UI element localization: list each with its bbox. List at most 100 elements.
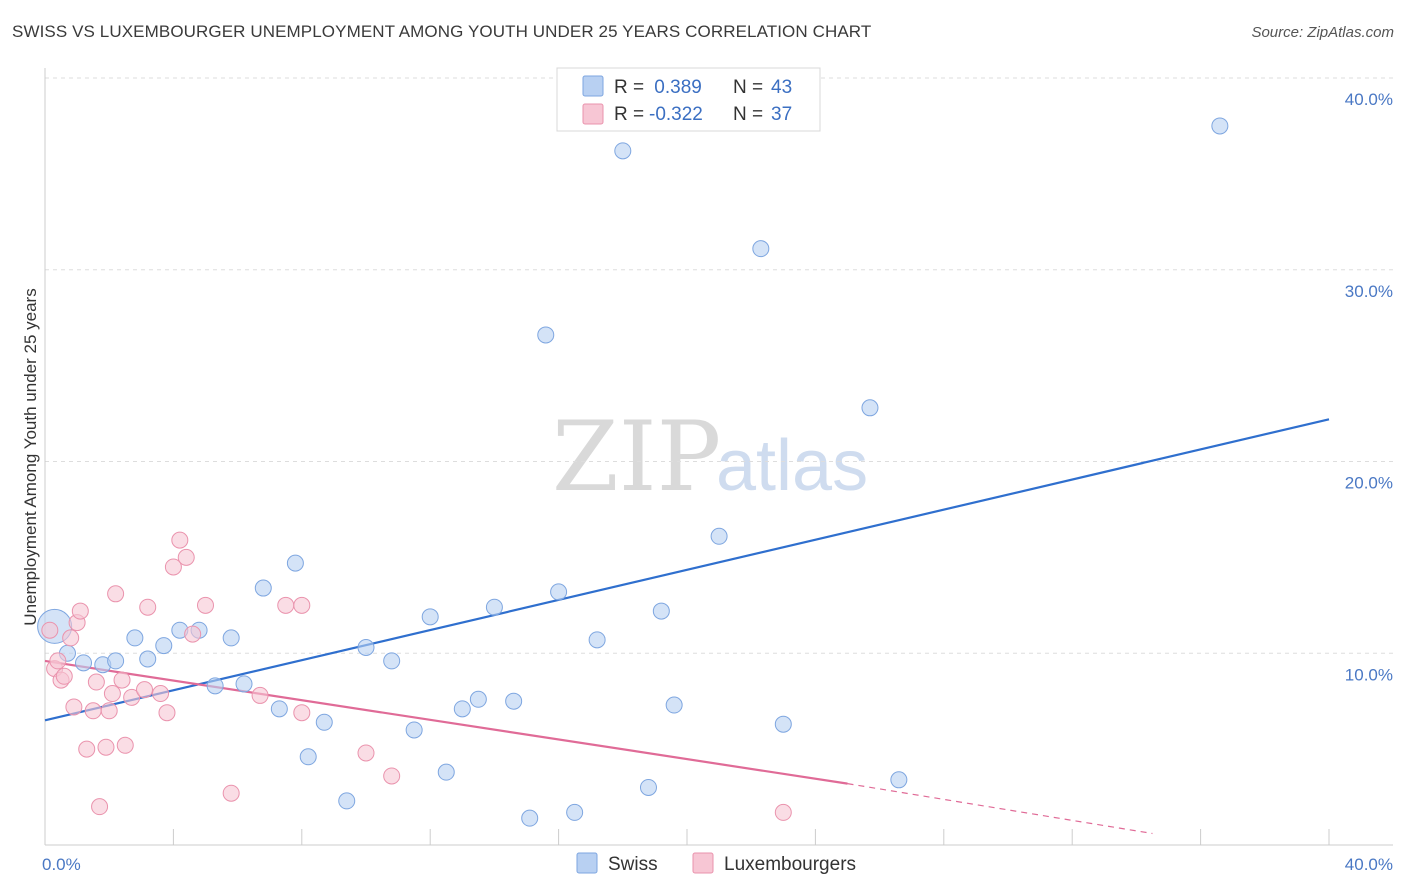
point-swiss-19 xyxy=(357,638,375,656)
bottom-legend-swatch-lux xyxy=(692,852,714,874)
legend-r-value-swiss: 0.389 xyxy=(649,77,702,98)
y-tick-label-30: 30.0% xyxy=(1345,282,1393,301)
point-lux-20 xyxy=(136,681,154,699)
point-lux-24 xyxy=(164,558,182,576)
point-lux-9 xyxy=(78,740,96,758)
point-swiss-24 xyxy=(453,700,471,718)
point-swiss-20 xyxy=(383,652,401,670)
point-swiss-12 xyxy=(235,675,253,693)
legend-n-value-lux: 37 xyxy=(771,104,792,125)
trend-layer xyxy=(44,418,1330,835)
point-lux-28 xyxy=(197,596,214,614)
point-swiss-11 xyxy=(222,629,240,647)
point-lux-21 xyxy=(139,598,157,616)
y-tick-label-40: 40.0% xyxy=(1345,90,1393,109)
legend-n-label-lux: N = xyxy=(733,104,763,125)
point-swiss-23 xyxy=(437,763,455,781)
point-swiss-30 xyxy=(550,583,568,601)
x-tick-label-max: 40.0% xyxy=(1345,855,1393,874)
y-tick-label-10: 10.0% xyxy=(1345,665,1393,684)
bottom-legend-swatch-swiss xyxy=(576,852,598,874)
point-lux-27 xyxy=(184,625,202,643)
point-lux-25 xyxy=(171,531,189,549)
point-swiss-10 xyxy=(206,677,224,695)
point-lux-35 xyxy=(383,767,401,785)
point-swiss-38 xyxy=(752,240,770,258)
y-axis-label: Unemployment Among Youth under 25 years xyxy=(21,288,40,625)
point-lux-13 xyxy=(97,738,115,756)
point-lux-17 xyxy=(113,671,131,689)
watermark-atlas: atlas xyxy=(716,426,868,506)
point-lux-30 xyxy=(251,686,269,704)
x-tick-label-min: 0.0% xyxy=(42,855,81,874)
trendline-extension-lux xyxy=(847,783,1153,835)
point-lux-4 xyxy=(55,667,73,685)
point-swiss-2 xyxy=(75,654,93,672)
chart-title: SWISS VS LUXEMBOURGER UNEMPLOYMENT AMONG… xyxy=(12,22,872,41)
point-swiss-16 xyxy=(299,748,317,766)
point-lux-33 xyxy=(293,704,311,722)
point-lux-19 xyxy=(123,688,141,706)
point-lux-10 xyxy=(84,702,102,720)
point-swiss-26 xyxy=(485,598,503,616)
point-lux-11 xyxy=(87,673,105,691)
watermark-zip: ZIP xyxy=(552,401,721,513)
point-swiss-34 xyxy=(639,778,657,796)
point-lux-0 xyxy=(41,621,59,639)
point-swiss-29 xyxy=(537,326,555,344)
axis-layer: 10.0% 20.0% 30.0% 40.0% 0.0% 40.0% xyxy=(42,68,1393,874)
point-lux-15 xyxy=(103,685,121,703)
point-swiss-42 xyxy=(1211,117,1229,135)
point-swiss-35 xyxy=(652,602,670,620)
point-swiss-33 xyxy=(614,142,632,160)
point-swiss-40 xyxy=(861,399,879,417)
point-lux-22 xyxy=(152,685,170,703)
point-lux-26 xyxy=(177,548,195,566)
point-lux-31 xyxy=(277,596,295,614)
point-lux-6 xyxy=(65,698,83,716)
point-swiss-36 xyxy=(665,696,683,714)
point-swiss-32 xyxy=(588,631,606,649)
bottom-legend-label-lux: Luxembourgers xyxy=(724,854,856,875)
point-swiss-21 xyxy=(405,721,423,739)
point-lux-34 xyxy=(357,744,375,762)
point-swiss-18 xyxy=(338,792,356,810)
point-lux-2 xyxy=(49,652,67,670)
point-swiss-31 xyxy=(566,803,584,821)
legend-swatch-swiss xyxy=(582,75,604,97)
point-lux-29 xyxy=(222,784,240,802)
point-swiss-39 xyxy=(774,715,792,733)
point-lux-8 xyxy=(71,602,89,620)
point-lux-23 xyxy=(158,704,176,722)
point-swiss-4 xyxy=(107,652,125,670)
legend-n-value-swiss: 43 xyxy=(771,77,792,98)
point-swiss-28 xyxy=(521,809,539,827)
point-layer xyxy=(37,117,1229,827)
point-swiss-5 xyxy=(126,629,144,647)
legend-r-label-swiss: R = xyxy=(614,77,644,98)
bottom-legend: Swiss Luxembourgers xyxy=(576,852,856,875)
trendline-swiss xyxy=(44,418,1330,722)
point-lux-12 xyxy=(91,798,109,816)
point-lux-16 xyxy=(107,585,125,603)
point-swiss-41 xyxy=(890,771,908,789)
legend-box: R = 0.389 N = 43 R = -0.322 N = 37 xyxy=(556,67,821,132)
point-swiss-7 xyxy=(155,637,173,655)
point-swiss-17 xyxy=(315,713,333,731)
point-swiss-13 xyxy=(254,579,272,597)
point-lux-5 xyxy=(62,629,80,647)
point-lux-18 xyxy=(116,736,134,754)
point-swiss-37 xyxy=(710,527,728,545)
point-swiss-25 xyxy=(469,690,487,708)
y-tick-label-20: 20.0% xyxy=(1345,474,1393,493)
legend-swatch-lux xyxy=(582,103,604,125)
grid-layer xyxy=(45,77,1393,654)
legend-r-label-lux: R = xyxy=(614,104,644,125)
point-lux-36 xyxy=(774,803,792,821)
chart-source: Source: ZipAtlas.com xyxy=(1251,24,1394,41)
legend-r-value-lux: -0.322 xyxy=(649,104,703,125)
point-swiss-22 xyxy=(421,608,439,626)
bottom-legend-label-swiss: Swiss xyxy=(608,854,658,875)
trendline-lux xyxy=(44,659,848,785)
